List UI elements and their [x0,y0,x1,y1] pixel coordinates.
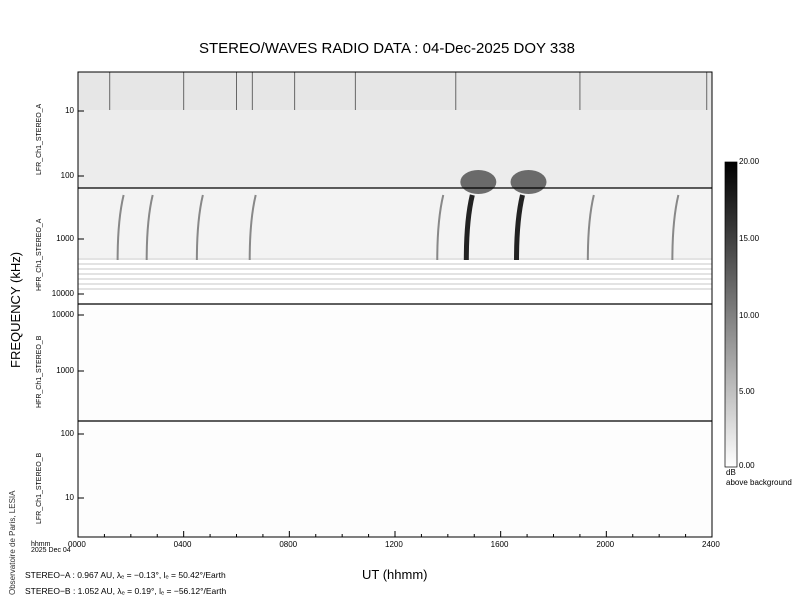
date-label: 2025 Dec 04 [31,547,71,554]
burst-mark [514,194,525,261]
colorbar-tick-label: 10.00 [739,311,760,320]
x-tick-label: 1200 [385,540,403,549]
hfr-a-interference-line [78,268,712,270]
y-tick-label: 1000 [56,366,74,375]
x-tick-label: 1600 [490,540,509,549]
colorbar-unit: dB [726,468,736,477]
burst-mark [195,194,204,261]
x-tick-label: 0000 [68,540,86,549]
colorbar-unit-label: above background [726,478,792,487]
x-tick-label: 2400 [702,540,720,549]
colorbar-tick-label: 0.00 [739,461,755,470]
burst-mark [116,194,125,261]
hfr-a-background [78,188,712,258]
ephemeris-a: STEREO−A : 0.967 AU, λₑ = −0.13°, lₑ = 5… [25,570,226,580]
y-tick-label: 10 [65,106,74,115]
colorbar-tick-label: 20.00 [739,157,760,166]
burst-lfr-mark [460,170,497,194]
colorbar [724,161,738,468]
panel-label: LFR_Ch1_STEREO_A [36,103,43,175]
y-tick-label: 1000 [56,234,74,243]
y-tick-label: 100 [60,429,74,438]
y-axis-label: FREQUENCY (kHz) [8,251,23,368]
ephemeris-b: STEREO−B : 1.052 AU, λₑ = 0.19°, lₑ = −5… [25,586,227,596]
burst-mark [671,194,680,261]
burst-mark [436,194,445,261]
lfr-a-noise-band [78,72,712,110]
chart-title: STEREO/WAVES RADIO DATA : 04-Dec-2025 DO… [199,40,575,57]
x-tick-label: 0800 [279,540,298,549]
x-tick-label: 0400 [173,540,192,549]
y-tick-label: 10 [65,493,74,502]
y-tick-label: 10000 [51,289,74,298]
hfr-a-interference-line [78,283,712,285]
hfr-a-interference-line [78,263,712,265]
lfr-a-background [78,110,712,188]
hfr-a-interference-line [78,258,712,260]
burst-mark [248,194,257,261]
y-tick-label: 10000 [51,310,74,319]
hfr-a-interference-line [78,288,712,290]
x-tick-label: 2000 [596,540,615,549]
burst-mark [145,194,154,261]
x-axis-label: UT (hhmm) [362,567,428,582]
panel-label: HFR_Ch1_STEREO_B [36,335,43,408]
panel-label: LFR_Ch1_STEREO_B [36,452,43,524]
burst-mark [586,194,595,261]
y-tick-label: 100 [60,171,74,180]
hfr-a-interference-line [78,278,712,280]
credit-label: Observatoire de Paris, LESIA [8,490,17,596]
colorbar-tick-label: 15.00 [739,234,760,243]
hfr-a-interference-line [78,273,712,275]
burst-mark [463,194,475,261]
colorbar-tick-label: 5.00 [739,387,755,396]
x-corner-label: hhmm [31,541,51,548]
panel-label: HFR_Ch1_STEREO_A [36,218,43,291]
burst-lfr-mark [510,170,547,194]
